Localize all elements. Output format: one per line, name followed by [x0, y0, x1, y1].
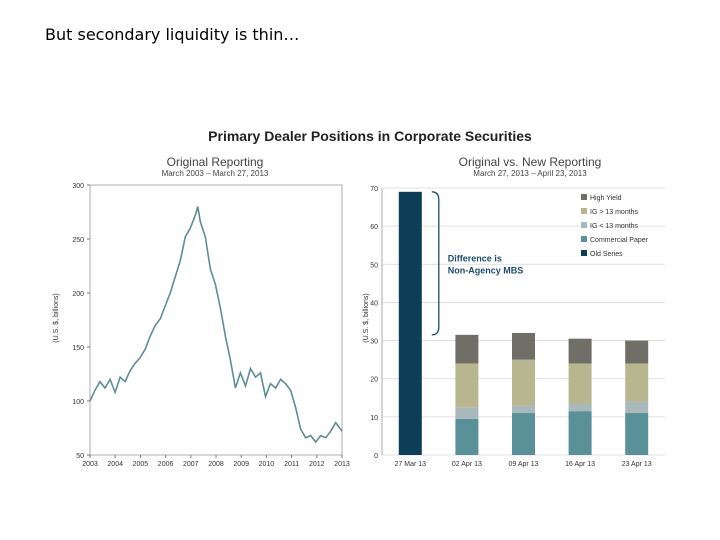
figure-title: Primary Dealer Positions in Corporate Se…: [208, 128, 532, 144]
line-series: [89, 206, 343, 444]
y-tick-label: 300: [72, 183, 84, 190]
legend-swatch: [581, 222, 587, 228]
legend-label: IG > 13 months: [590, 209, 639, 216]
bar-segment-commercial-paper: [512, 413, 535, 455]
y-tick-label: 150: [72, 345, 84, 352]
right-chart-title: Original vs. New Reporting: [458, 155, 602, 169]
x-tick-label: 2013: [334, 461, 350, 468]
y-tick-label: 10: [370, 415, 378, 422]
x-tick-label: 2003: [82, 461, 98, 468]
x-tick-label: 02 Apr 13: [452, 461, 482, 468]
y-tick-label: 60: [370, 224, 378, 231]
bar-segment-ig-13-months: [568, 363, 592, 404]
y-tick-label: 100: [72, 399, 84, 406]
bar-segment-commercial-paper: [568, 411, 592, 455]
right-chart-subtitle: March 27, 2013 – April 23, 2013: [473, 169, 587, 178]
legend-swatch: [581, 194, 587, 200]
y-tick-label: 20: [370, 377, 378, 384]
y-tick-label: 70: [370, 186, 378, 193]
bar-segment-commercial-paper: [455, 418, 479, 455]
slide-title: But secondary liquidity is thin…: [45, 25, 300, 44]
y-tick-label: 40: [370, 300, 378, 307]
legend-swatch: [581, 208, 587, 214]
bar-segment-ig-13-months: [625, 401, 649, 414]
x-tick-label: 09 Apr 13: [509, 461, 539, 468]
bar-segment-high-yield: [568, 338, 592, 364]
legend-label: High Yield: [590, 195, 622, 202]
bar-segment-ig-13-months: [568, 403, 592, 412]
x-tick-label: 2004: [107, 461, 123, 468]
bar-segment-old-series: [398, 191, 422, 456]
y-tick-label: 200: [72, 291, 84, 298]
bar-segment-ig-13-months: [455, 407, 479, 419]
bar-segment-high-yield: [455, 334, 479, 364]
annotation-line-1: Difference is: [448, 253, 502, 263]
left-chart-subtitle: March 2003 – March 27, 2013: [161, 169, 269, 178]
right-y-axis-label: (U.S. $, billions): [363, 293, 370, 342]
legend-label: Commercial Paper: [590, 237, 649, 244]
legend-label: IG < 13 months: [590, 223, 639, 230]
y-tick-label: 50: [76, 453, 84, 460]
annotation-bracket: [431, 191, 440, 336]
bar-segment-ig-13-months: [625, 363, 649, 402]
bar-segment-ig-13-months: [455, 363, 479, 408]
plot-frame: [89, 184, 343, 456]
line-chart-original-reporting: (U.S. $, billions) 50 100 150 200 250 300 2003…: [53, 183, 350, 468]
bar-segment-ig-13-months: [512, 405, 535, 414]
x-tick-label: 2008: [208, 461, 224, 468]
y-tick-label: 50: [370, 262, 378, 269]
x-tick-label: 27 Mar 13: [395, 461, 427, 468]
bar-segment-high-yield: [625, 340, 649, 364]
x-tick-label: 2010: [259, 461, 275, 468]
legend-label: Old Series: [590, 251, 623, 258]
bar-segment-high-yield: [512, 332, 535, 360]
legend-swatch: [581, 250, 587, 256]
bar-segment-commercial-paper: [625, 413, 649, 455]
bar-segment-ig-13-months: [512, 359, 535, 406]
x-tick-label: 2005: [133, 461, 149, 468]
left-chart-heading: Original Reporting March 2003 – March 27…: [90, 155, 340, 179]
annotation-line-2: Non-Agency MBS: [448, 265, 524, 275]
left-chart-title: Original Reporting: [166, 155, 264, 169]
x-tick-label: 2011: [284, 461, 299, 468]
left-y-axis-label: (U.S. $, billions): [53, 293, 60, 342]
stacked-bar-chart-new-reporting: (U.S. $, billions) 0 10 20 30 40 50 60 70 27 Ma…: [363, 186, 665, 468]
right-chart-heading: Original vs. New Reporting March 27, 201…: [400, 155, 660, 179]
x-tick-label: 2009: [233, 461, 249, 468]
x-tick-label: 16 Apr 13: [565, 461, 595, 468]
x-tick-label: 2006: [158, 461, 174, 468]
y-tick-label: 30: [370, 339, 378, 346]
x-tick-label: 2007: [183, 461, 199, 468]
x-tick-label: 23 Apr 13: [622, 461, 652, 468]
x-tick-label: 2012: [309, 461, 325, 468]
y-tick-label: 0: [374, 453, 378, 460]
y-tick-label: 250: [72, 237, 84, 244]
legend-swatch: [581, 236, 587, 242]
